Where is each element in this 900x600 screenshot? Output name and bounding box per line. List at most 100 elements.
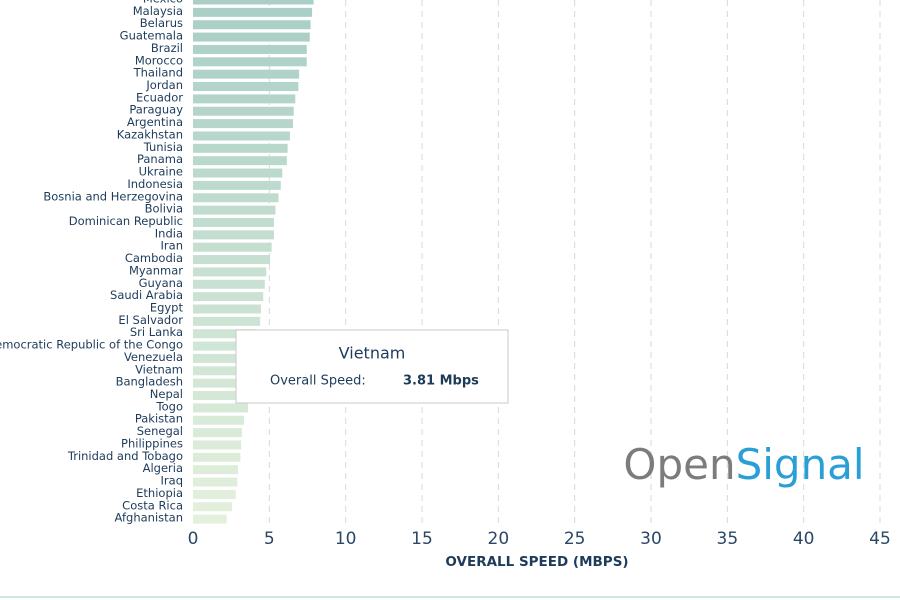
bar [193, 304, 261, 314]
category-label: Ecuador [136, 90, 183, 104]
bar [193, 403, 248, 413]
category-label: Argentina [127, 115, 183, 129]
bar [193, 341, 255, 351]
category-label: Democratic Republic of the Congo [0, 338, 183, 352]
bar [193, 366, 252, 376]
x-tick-label: 45 [869, 529, 891, 549]
bar [193, 193, 279, 203]
category-label: Morocco [135, 53, 183, 67]
category-label: Iran [161, 239, 183, 253]
category-label: Kazakhstan [117, 127, 183, 141]
category-label: Thailand [133, 66, 183, 80]
category-label: Sri Lanka [130, 325, 183, 339]
x-axis-title: OVERALL SPEED (MBPS) [445, 554, 628, 570]
bar [193, 242, 272, 252]
bar [193, 440, 242, 450]
category-label: Senegal [137, 424, 183, 438]
logo-open: Open [623, 440, 735, 489]
category-label: Afghanistan [115, 511, 183, 525]
x-tick-label: 35 [717, 529, 739, 549]
bar [193, 156, 287, 166]
bar [193, 119, 293, 129]
category-label: Ukraine [139, 165, 183, 179]
x-tick-label: 0 [188, 529, 199, 549]
x-tick-label: 25 [564, 529, 586, 549]
category-label: Cambodia [125, 251, 183, 265]
category-label: Brazil [151, 41, 183, 55]
bar [193, 477, 238, 487]
category-label: Bangladesh [116, 375, 183, 389]
x-tick-label: 15 [411, 529, 433, 549]
category-label: Myanmar [129, 263, 183, 277]
bar [193, 279, 265, 289]
bar [193, 82, 299, 92]
bar [193, 0, 314, 5]
category-label: Belarus [140, 16, 183, 30]
category-label: Algeria [143, 461, 183, 475]
bar [193, 465, 239, 475]
category-label: Pakistan [135, 412, 183, 426]
category-label: Philippines [121, 436, 183, 450]
x-tick-label: 30 [640, 529, 662, 549]
bar [193, 131, 290, 141]
bar [193, 452, 241, 462]
category-label: Guyana [139, 276, 183, 290]
category-label: Vietnam [135, 362, 183, 376]
tooltip-label: Overall Speed: [270, 374, 366, 389]
x-tick-label: 40 [793, 529, 815, 549]
bar [193, 292, 264, 302]
bar [193, 353, 253, 363]
bar [193, 415, 245, 425]
category-label: Ethiopia [136, 486, 183, 500]
category-label: Togo [156, 399, 183, 413]
category-label: Trinidad and Tobago [67, 449, 183, 463]
bar [193, 217, 274, 227]
category-label: Guatemala [120, 29, 183, 43]
x-tick-label: 20 [488, 529, 510, 549]
bar [193, 106, 294, 116]
bar [193, 267, 267, 277]
tooltip-box [235, 329, 509, 404]
category-label: Egypt [150, 301, 184, 315]
logo-signal: Signal [736, 440, 865, 489]
bar [193, 180, 281, 190]
bar [193, 489, 236, 499]
bar [193, 57, 307, 67]
category-label: Jordan [145, 78, 183, 92]
bar [193, 94, 296, 104]
bar [193, 502, 232, 512]
category-label: Paraguay [129, 103, 183, 117]
bar [193, 378, 251, 388]
bar [193, 514, 227, 524]
category-label: Nepal [150, 387, 183, 401]
category-label: Malaysia [133, 4, 183, 18]
bar [193, 69, 300, 79]
tooltip: Vietnam Overall Speed: 3.81 Mbps [235, 329, 509, 404]
bar [193, 32, 310, 42]
bar [193, 316, 261, 326]
bar [193, 44, 307, 54]
bar [193, 391, 250, 401]
bar [193, 143, 288, 153]
category-label: Indonesia [127, 177, 183, 191]
x-tick-label: 10 [335, 529, 357, 549]
category-label: Mexico [143, 0, 183, 6]
bar [193, 205, 276, 215]
category-label: El Salvador [118, 313, 183, 327]
bar [193, 168, 283, 178]
category-label: Tunisia [143, 140, 183, 154]
category-label: Venezuela [124, 350, 183, 364]
category-label: Bolivia [145, 202, 183, 216]
bar [193, 329, 258, 339]
category-label: Iraq [161, 474, 183, 488]
x-tick-label: 5 [264, 529, 275, 549]
tooltip-value: 3.81 Mbps [403, 374, 479, 389]
category-label: India [155, 226, 183, 240]
bar [193, 230, 274, 240]
category-label: Saudi Arabia [110, 288, 183, 302]
bar [193, 7, 313, 17]
category-label: Costa Rica [122, 498, 183, 512]
bar [193, 428, 242, 438]
tooltip-title: Vietnam [339, 344, 406, 363]
